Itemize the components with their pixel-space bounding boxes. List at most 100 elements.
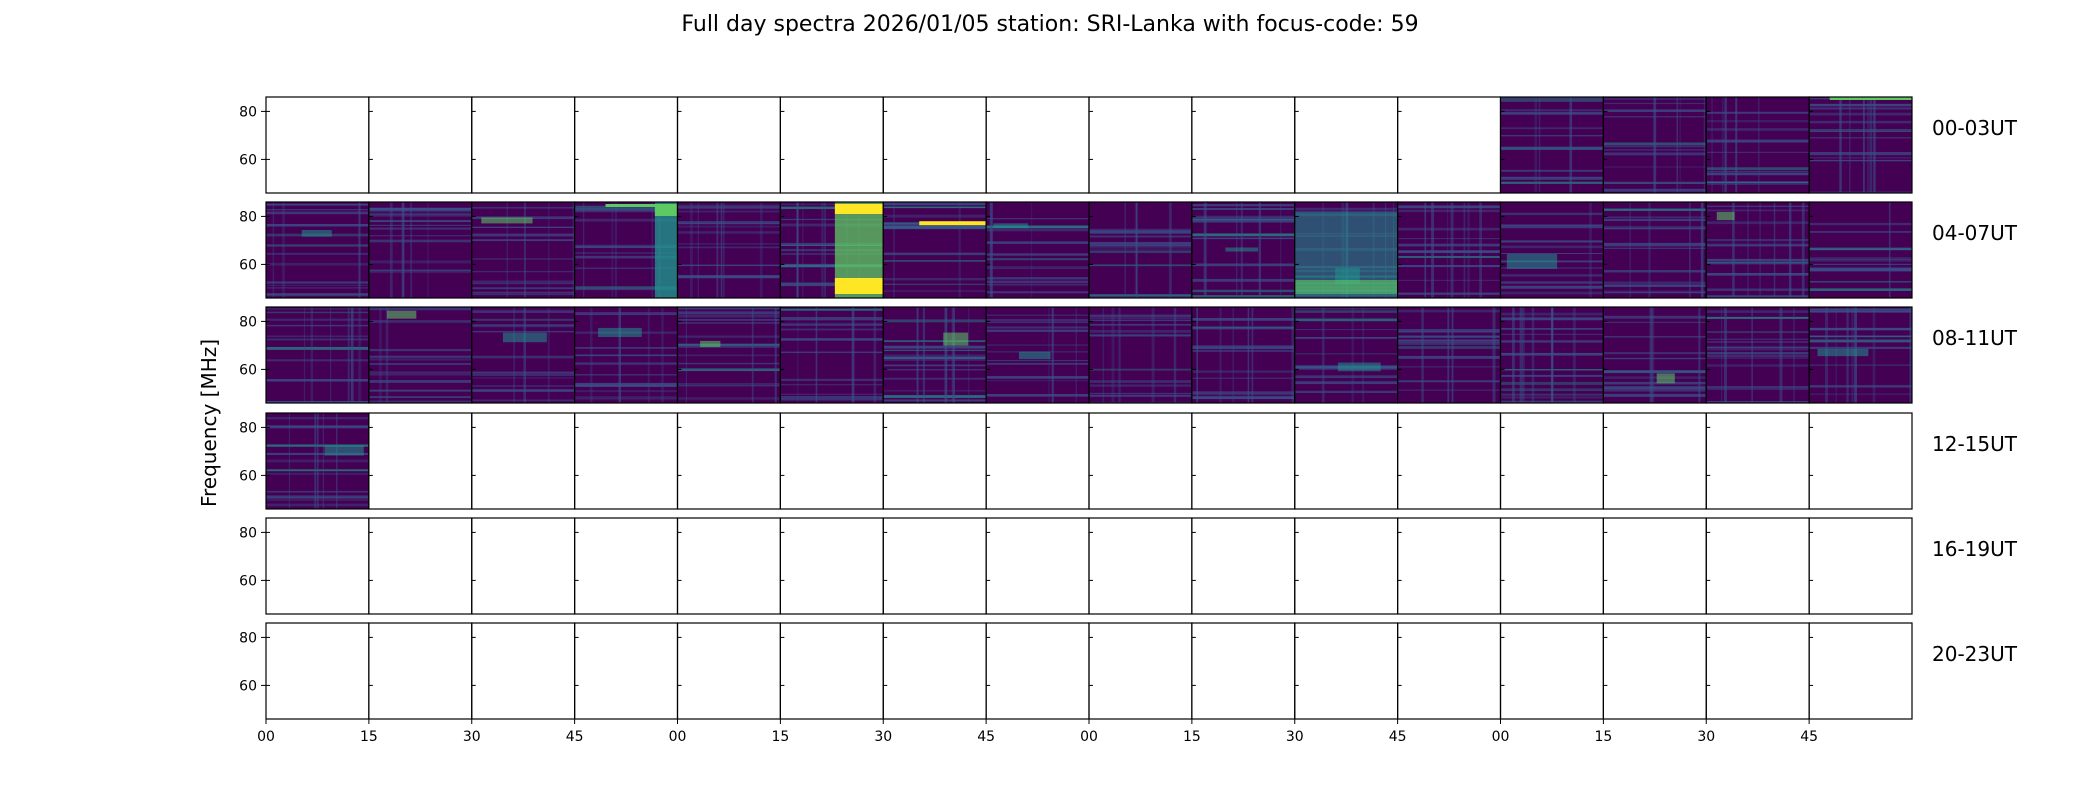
x-tick-label: 00 bbox=[1492, 729, 1510, 745]
rfi-line bbox=[1089, 244, 1192, 247]
burst-line bbox=[1168, 202, 1172, 298]
rfi-line bbox=[986, 380, 1089, 382]
spectrogram-panel bbox=[676, 517, 781, 615]
rfi-line bbox=[471, 371, 575, 374]
rfi-line bbox=[1397, 250, 1501, 253]
rfi-line bbox=[1089, 241, 1192, 245]
emission-patch bbox=[1337, 362, 1381, 372]
panel-frame bbox=[368, 412, 473, 510]
rfi-line bbox=[1191, 395, 1295, 399]
spectrogram-panel bbox=[265, 96, 370, 194]
rfi-line bbox=[1089, 314, 1192, 318]
rfi-line bbox=[1603, 370, 1707, 372]
x-tick-label: 00 bbox=[1080, 729, 1098, 745]
rfi-line bbox=[1191, 215, 1295, 219]
rfi-line bbox=[368, 371, 472, 374]
spectrogram-panel bbox=[985, 201, 1090, 299]
rfi-line bbox=[266, 401, 369, 403]
row-04-07UT: 60 80 04-07UT bbox=[239, 201, 2018, 299]
rfi-line bbox=[1706, 341, 1810, 343]
spectrogram-panel bbox=[1602, 201, 1707, 299]
panel-frame bbox=[1705, 622, 1810, 720]
rfi-line bbox=[1294, 318, 1398, 322]
spectrogram-panel bbox=[676, 412, 781, 510]
rfi-line bbox=[1706, 139, 1810, 143]
rfi-line bbox=[883, 214, 987, 218]
rfi-line bbox=[1809, 281, 1912, 283]
rfi-line bbox=[1809, 107, 1912, 110]
rfi-line bbox=[1500, 240, 1604, 243]
rfi-line bbox=[1603, 371, 1707, 374]
rfi-line bbox=[574, 354, 678, 357]
rfi-line bbox=[1294, 329, 1398, 331]
burst-line bbox=[1118, 307, 1121, 403]
panel-frame bbox=[1397, 412, 1502, 510]
spectrogram-background bbox=[1191, 307, 1295, 403]
panel-frame bbox=[676, 622, 781, 720]
burst-line bbox=[1196, 307, 1198, 403]
rfi-line bbox=[1089, 317, 1192, 320]
rfi-line bbox=[883, 356, 987, 360]
rfi-line bbox=[1603, 336, 1707, 338]
rfi-line bbox=[883, 354, 987, 357]
rfi-line bbox=[471, 318, 575, 321]
burst-line bbox=[989, 202, 992, 298]
rfi-line bbox=[1294, 381, 1398, 385]
rfi-line bbox=[1294, 308, 1398, 310]
burst-line bbox=[385, 307, 389, 403]
emission-patch bbox=[1294, 280, 1398, 294]
burst-line bbox=[1872, 307, 1876, 403]
rfi-line bbox=[1809, 259, 1912, 262]
spectrogram-panel bbox=[1808, 517, 1913, 615]
burst-line bbox=[990, 202, 993, 298]
spectrogram-background bbox=[471, 307, 575, 403]
rfi-line bbox=[1706, 387, 1810, 390]
spectrogram-background bbox=[1706, 97, 1810, 193]
burst-line bbox=[282, 202, 285, 298]
panel-frame bbox=[676, 96, 781, 194]
burst-line bbox=[873, 307, 877, 403]
rfi-line bbox=[1191, 391, 1295, 395]
spectrogram-panel bbox=[1808, 622, 1913, 720]
burst-line bbox=[1279, 202, 1282, 298]
panel-frame bbox=[1088, 622, 1193, 720]
rfi-line bbox=[266, 339, 369, 341]
rfi-line bbox=[1500, 147, 1604, 150]
rfi-line bbox=[1191, 318, 1295, 321]
burst-line bbox=[360, 307, 362, 403]
rfi-line bbox=[1706, 262, 1810, 265]
rfi-line bbox=[1809, 393, 1912, 395]
rfi-line bbox=[1809, 130, 1912, 132]
panel-frame bbox=[1808, 517, 1913, 615]
burst-line bbox=[1751, 307, 1753, 403]
rfi-line bbox=[1089, 368, 1192, 371]
rfi-line bbox=[1294, 310, 1398, 313]
rfi-line bbox=[1397, 292, 1501, 295]
spectrogram-panel bbox=[1294, 622, 1399, 720]
burst-line bbox=[1451, 307, 1453, 403]
panel-frame bbox=[1397, 96, 1502, 194]
rfi-line bbox=[677, 384, 781, 387]
burst-line bbox=[1031, 202, 1033, 298]
rfi-line bbox=[1706, 258, 1810, 262]
spectrogram-panel bbox=[1088, 96, 1193, 194]
burst-line bbox=[1889, 202, 1891, 298]
emission-patch bbox=[943, 332, 969, 346]
panel-frame bbox=[676, 517, 781, 615]
rfi-line bbox=[883, 349, 987, 351]
spectrogram-panel bbox=[1191, 96, 1296, 194]
burst-line bbox=[358, 307, 361, 403]
y-tick-label: 60 bbox=[239, 573, 257, 589]
panel-frame bbox=[1808, 622, 1913, 720]
rfi-line bbox=[471, 355, 575, 359]
rfi-line bbox=[1706, 167, 1810, 171]
spectrogram-panel bbox=[1397, 201, 1502, 299]
spectrogram-panel bbox=[574, 201, 679, 299]
rfi-line bbox=[677, 246, 781, 249]
rfi-line bbox=[1603, 393, 1707, 397]
rfi-line bbox=[266, 491, 369, 493]
rfi-line bbox=[780, 282, 884, 285]
rfi-line bbox=[1603, 247, 1707, 249]
rfi-line bbox=[471, 206, 575, 209]
rfi-line bbox=[1089, 235, 1192, 238]
